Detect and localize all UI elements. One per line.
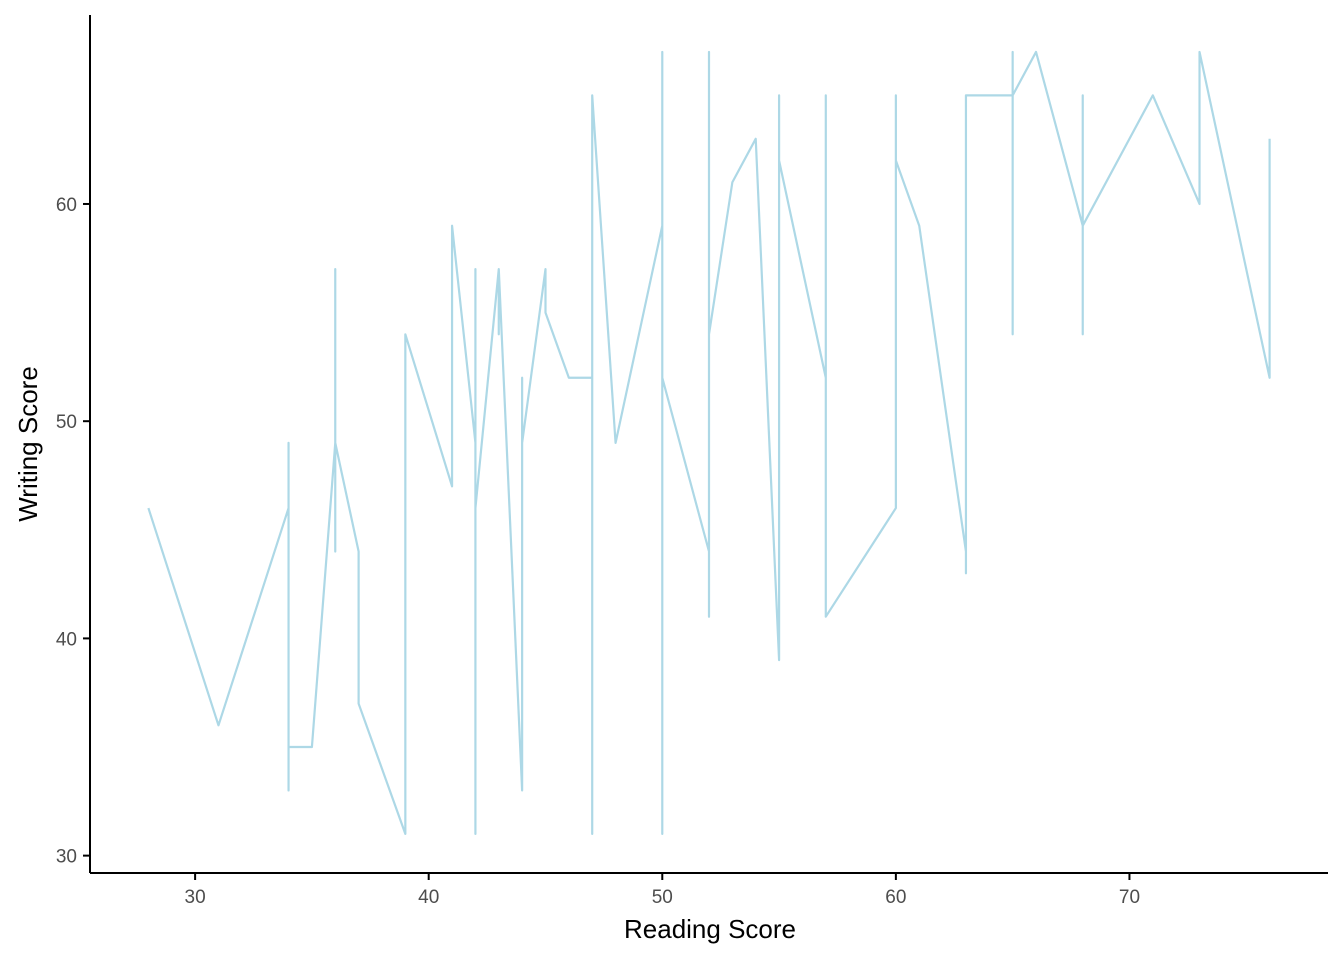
series-line-0 xyxy=(147,50,1271,836)
y-tick-label: 60 xyxy=(56,195,77,216)
plot-area xyxy=(147,50,1271,836)
x-tick-label: 70 xyxy=(1119,887,1140,908)
y-axis-title: Writing Score xyxy=(13,366,43,522)
x-tick-label: 40 xyxy=(418,887,439,908)
x-tick-label: 30 xyxy=(185,887,206,908)
y-axis: 30 40 50 60 xyxy=(56,15,91,873)
y-tick-label: 40 xyxy=(56,629,77,650)
x-tick-label: 50 xyxy=(652,887,673,908)
x-tick-label: 60 xyxy=(885,887,906,908)
x-axis-title: Reading Score xyxy=(624,914,796,944)
x-axis: 30 40 50 60 70 xyxy=(90,872,1328,908)
y-tick-label: 50 xyxy=(56,412,77,433)
y-tick-label: 30 xyxy=(56,847,77,868)
